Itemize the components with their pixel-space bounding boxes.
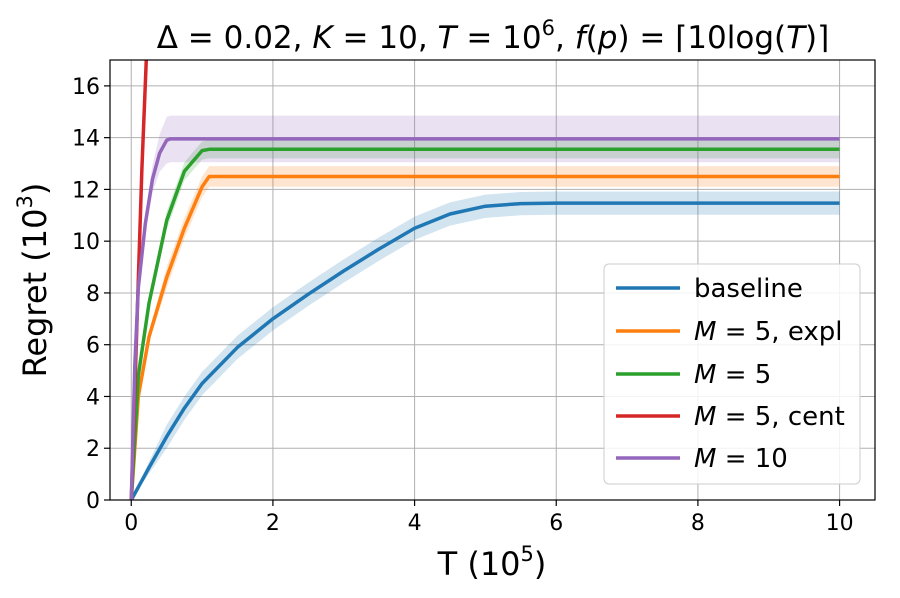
legend-label-m5-expl: M = 5, expl [694, 317, 842, 347]
y-tick-label: 14 [72, 127, 100, 152]
series-line-baseline [129, 201, 840, 500]
y-tick-label: 4 [86, 385, 100, 410]
legend-box [603, 263, 861, 485]
confidence-bands [131, 115, 840, 500]
y-tick-label: 6 [86, 334, 100, 359]
y-axis-ticks: 0 2 4 6 8 10 12 14 16 [72, 75, 110, 514]
y-tick-label: 2 [86, 437, 100, 462]
legend-label-baseline: baseline [694, 274, 803, 304]
y-tick-label: 12 [72, 178, 100, 203]
y-tick-label: 10 [72, 230, 100, 255]
legend-item-m10: M = 10 [616, 444, 788, 474]
legend-item-m5-expl: M = 5, expl [616, 317, 842, 347]
series-line-m-10 [129, 137, 840, 500]
legend-item-m5-cent: M = 5, cent [616, 402, 845, 432]
plot-frame [109, 59, 876, 501]
x-tick-label: 6 [549, 511, 563, 536]
series-line-m-5 [129, 147, 840, 500]
legend-item-m5: M = 5 [616, 360, 771, 390]
x-tick-label: 4 [408, 511, 422, 536]
band-m-10 [131, 115, 840, 500]
x-axis-title: T (105) [437, 542, 547, 583]
legend-label-m10: M = 10 [694, 444, 788, 474]
x-axis-ticks: 0 2 4 6 8 10 [124, 500, 854, 536]
x-tick-label: 10 [826, 511, 854, 536]
legend-label-m5-cent: M = 5, cent [694, 402, 845, 432]
y-tick-label: 8 [86, 282, 100, 307]
y-axis-title: Regret (103) [13, 183, 54, 378]
x-tick-label: 0 [124, 511, 138, 536]
legend-label-m5: M = 5 [694, 360, 771, 390]
legend: baseline M = 5, expl M = 5 M = 5, cent M… [603, 263, 861, 485]
series-lines [129, 60, 840, 500]
x-tick-label: 2 [266, 511, 280, 536]
series-line-m-5-expl [129, 174, 840, 500]
legend-item-baseline: baseline [616, 274, 803, 304]
chart-title: Δ = 0.02, K = 10, T = 106, f(p) = ⌈10log… [157, 16, 830, 56]
y-tick-label: 16 [72, 75, 100, 100]
x-tick-label: 8 [691, 511, 705, 536]
y-tick-label: 0 [86, 489, 100, 514]
